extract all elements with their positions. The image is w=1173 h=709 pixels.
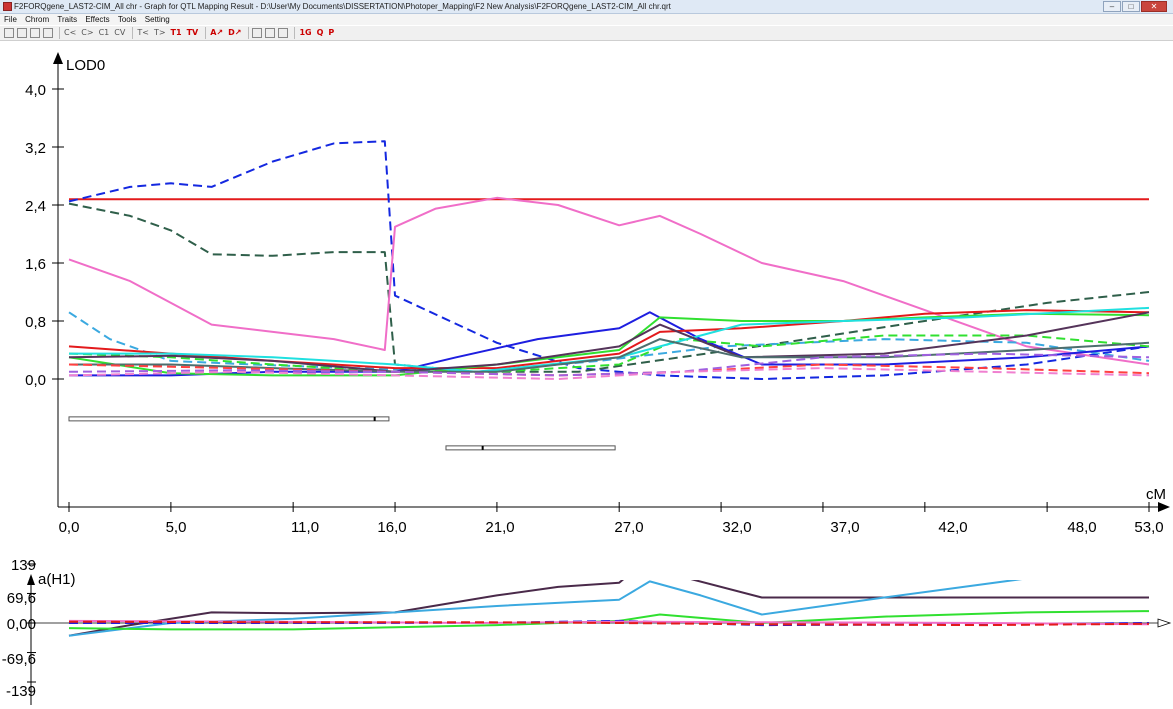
app-icon [3,2,12,11]
cm-axis-arrow [1158,502,1170,512]
cm-x-ticks: 0,0 5,0 11,0 16,0 21,0 27,0 32,0 37,0 42… [59,519,1164,536]
effect-curve [68,580,1149,637]
lod-axis-label: LOD0 [66,57,105,74]
lod-curve [68,312,1150,377]
peak-button[interactable]: P [328,28,335,37]
one-graph-button[interactable]: 1G [299,28,312,37]
maximize-button[interactable]: □ [1122,1,1140,12]
lod-axis-arrow [53,52,63,64]
toolbar-separator [205,27,207,39]
chrom-view-button[interactable]: CV [114,28,126,37]
copy-icon[interactable] [30,28,40,38]
bars-icon[interactable] [265,28,276,38]
toolbar-separator [132,27,134,39]
effect-curve [68,620,1150,627]
lod-curve [69,338,1150,373]
toolbar-separator [248,27,250,39]
chrom-single-button[interactable]: C1 [98,28,110,37]
cm-tick-label: 21,0 [485,519,514,536]
lod-tick-label: 0,0 [25,372,46,389]
lod-tick-label: 1,6 [25,256,46,273]
window-titlebar: F2FORQgene_LAST2-CIM_All chr - Graph for… [0,0,1173,14]
cm-tick-label: 32,0 [722,519,751,536]
effect-axes: a(H1) [27,571,1172,705]
qtl-interval-bar [445,445,616,451]
lod-curve [68,196,1150,366]
effect-x-arrow [1157,618,1172,628]
lod-tick-label: 3,2 [25,140,46,157]
cm-axis-label: cM [1146,486,1166,503]
open-icon[interactable] [4,28,14,38]
effect-axis-label: a(H1) [38,571,76,588]
effect-tick-label: -69,6 [2,651,36,668]
qtl-intervals [68,416,616,451]
lod-series [68,140,1150,380]
dominance-effect-button[interactable]: D↗ [228,28,242,37]
trait-prev-button[interactable]: T< [137,28,149,37]
minimize-button[interactable]: – [1103,1,1121,12]
cm-tick-label: 16,0 [377,519,406,536]
qtl-graph: LOD0 cM 0,0 0,8 1,6 2,4 3,2 4,0 0,0 5,0 … [2,52,1172,705]
cm-tick-label: 11,0 [291,519,319,536]
save-icon[interactable] [17,28,27,38]
trait-next-button[interactable]: T> [153,28,166,37]
cm-tick-label: 53,0 [1134,519,1163,536]
menu-bar: File Chrom Traits Effects Tools Setting [0,14,1173,25]
effect-tick-label: 69,6 [7,590,36,607]
qtl-interval-bar [68,416,390,422]
additive-effect-button[interactable]: A↗ [210,28,224,37]
menu-chrom[interactable]: Chrom [25,15,50,24]
lod-curve [68,311,1150,373]
effect-axis-arrow [27,574,35,585]
scatter-icon[interactable] [278,28,289,38]
lod-curve [68,140,1150,380]
lod-tick-label: 0,8 [25,314,46,331]
lod-tick-label: 4,0 [25,82,46,99]
lines-icon[interactable] [252,28,263,38]
cm-tick-label: 37,0 [830,519,859,536]
cm-tick-label: 42,0 [938,519,967,536]
effect-tick-label: 139 [11,557,36,574]
close-button[interactable]: ✕ [1141,1,1167,12]
cm-tick-label: 27,0 [614,519,643,536]
effect-series [68,580,1150,637]
cm-tick-label: 0,0 [59,519,80,536]
lod-curve [68,352,1150,377]
tick-marks [27,88,1150,683]
cm-tick-label: 48,0 [1067,519,1096,536]
chrom-prev-button[interactable]: C< [64,28,77,37]
lod-axes: LOD0 cM [53,52,1170,512]
lod-tick-label: 2,4 [25,198,46,215]
menu-file[interactable]: File [4,15,17,24]
toolbar-separator [59,27,60,39]
lod-y-ticks: 0,0 0,8 1,6 2,4 3,2 4,0 [25,82,46,389]
effect-tick-label: -139 [6,683,36,700]
trait-view-button[interactable]: TV [186,28,199,37]
toolbar-separator [294,27,296,39]
effect-curve [68,580,1023,637]
trait-single-button[interactable]: T1 [170,28,182,37]
menu-setting[interactable]: Setting [144,15,170,24]
menu-tools[interactable]: Tools [117,15,137,24]
menu-traits[interactable]: Traits [57,15,78,24]
effect-tick-label: 0,00 [7,616,36,633]
lod-curve [68,334,1150,373]
effect-y-ticks: 139 69,6 0,00 -69,6 -139 [2,557,36,700]
lod-curve [68,367,1150,380]
chrom-next-button[interactable]: C> [81,28,94,37]
cm-tick-label: 5,0 [166,519,187,536]
toolbar: C< C> C1 CV T< T> T1 TV A↗ D↗ 1G Q P [0,26,1173,41]
window-title: F2FORQgene_LAST2-CIM_All chr - Graph for… [14,2,671,11]
print-icon[interactable] [43,28,53,38]
lod-curve [69,306,1150,373]
qtl-button[interactable]: Q [316,28,324,37]
menu-effects[interactable]: Effects [85,15,110,24]
lod-curve [68,202,1150,373]
window-controls: – □ ✕ [1103,1,1167,12]
lod-curve [68,311,1150,373]
